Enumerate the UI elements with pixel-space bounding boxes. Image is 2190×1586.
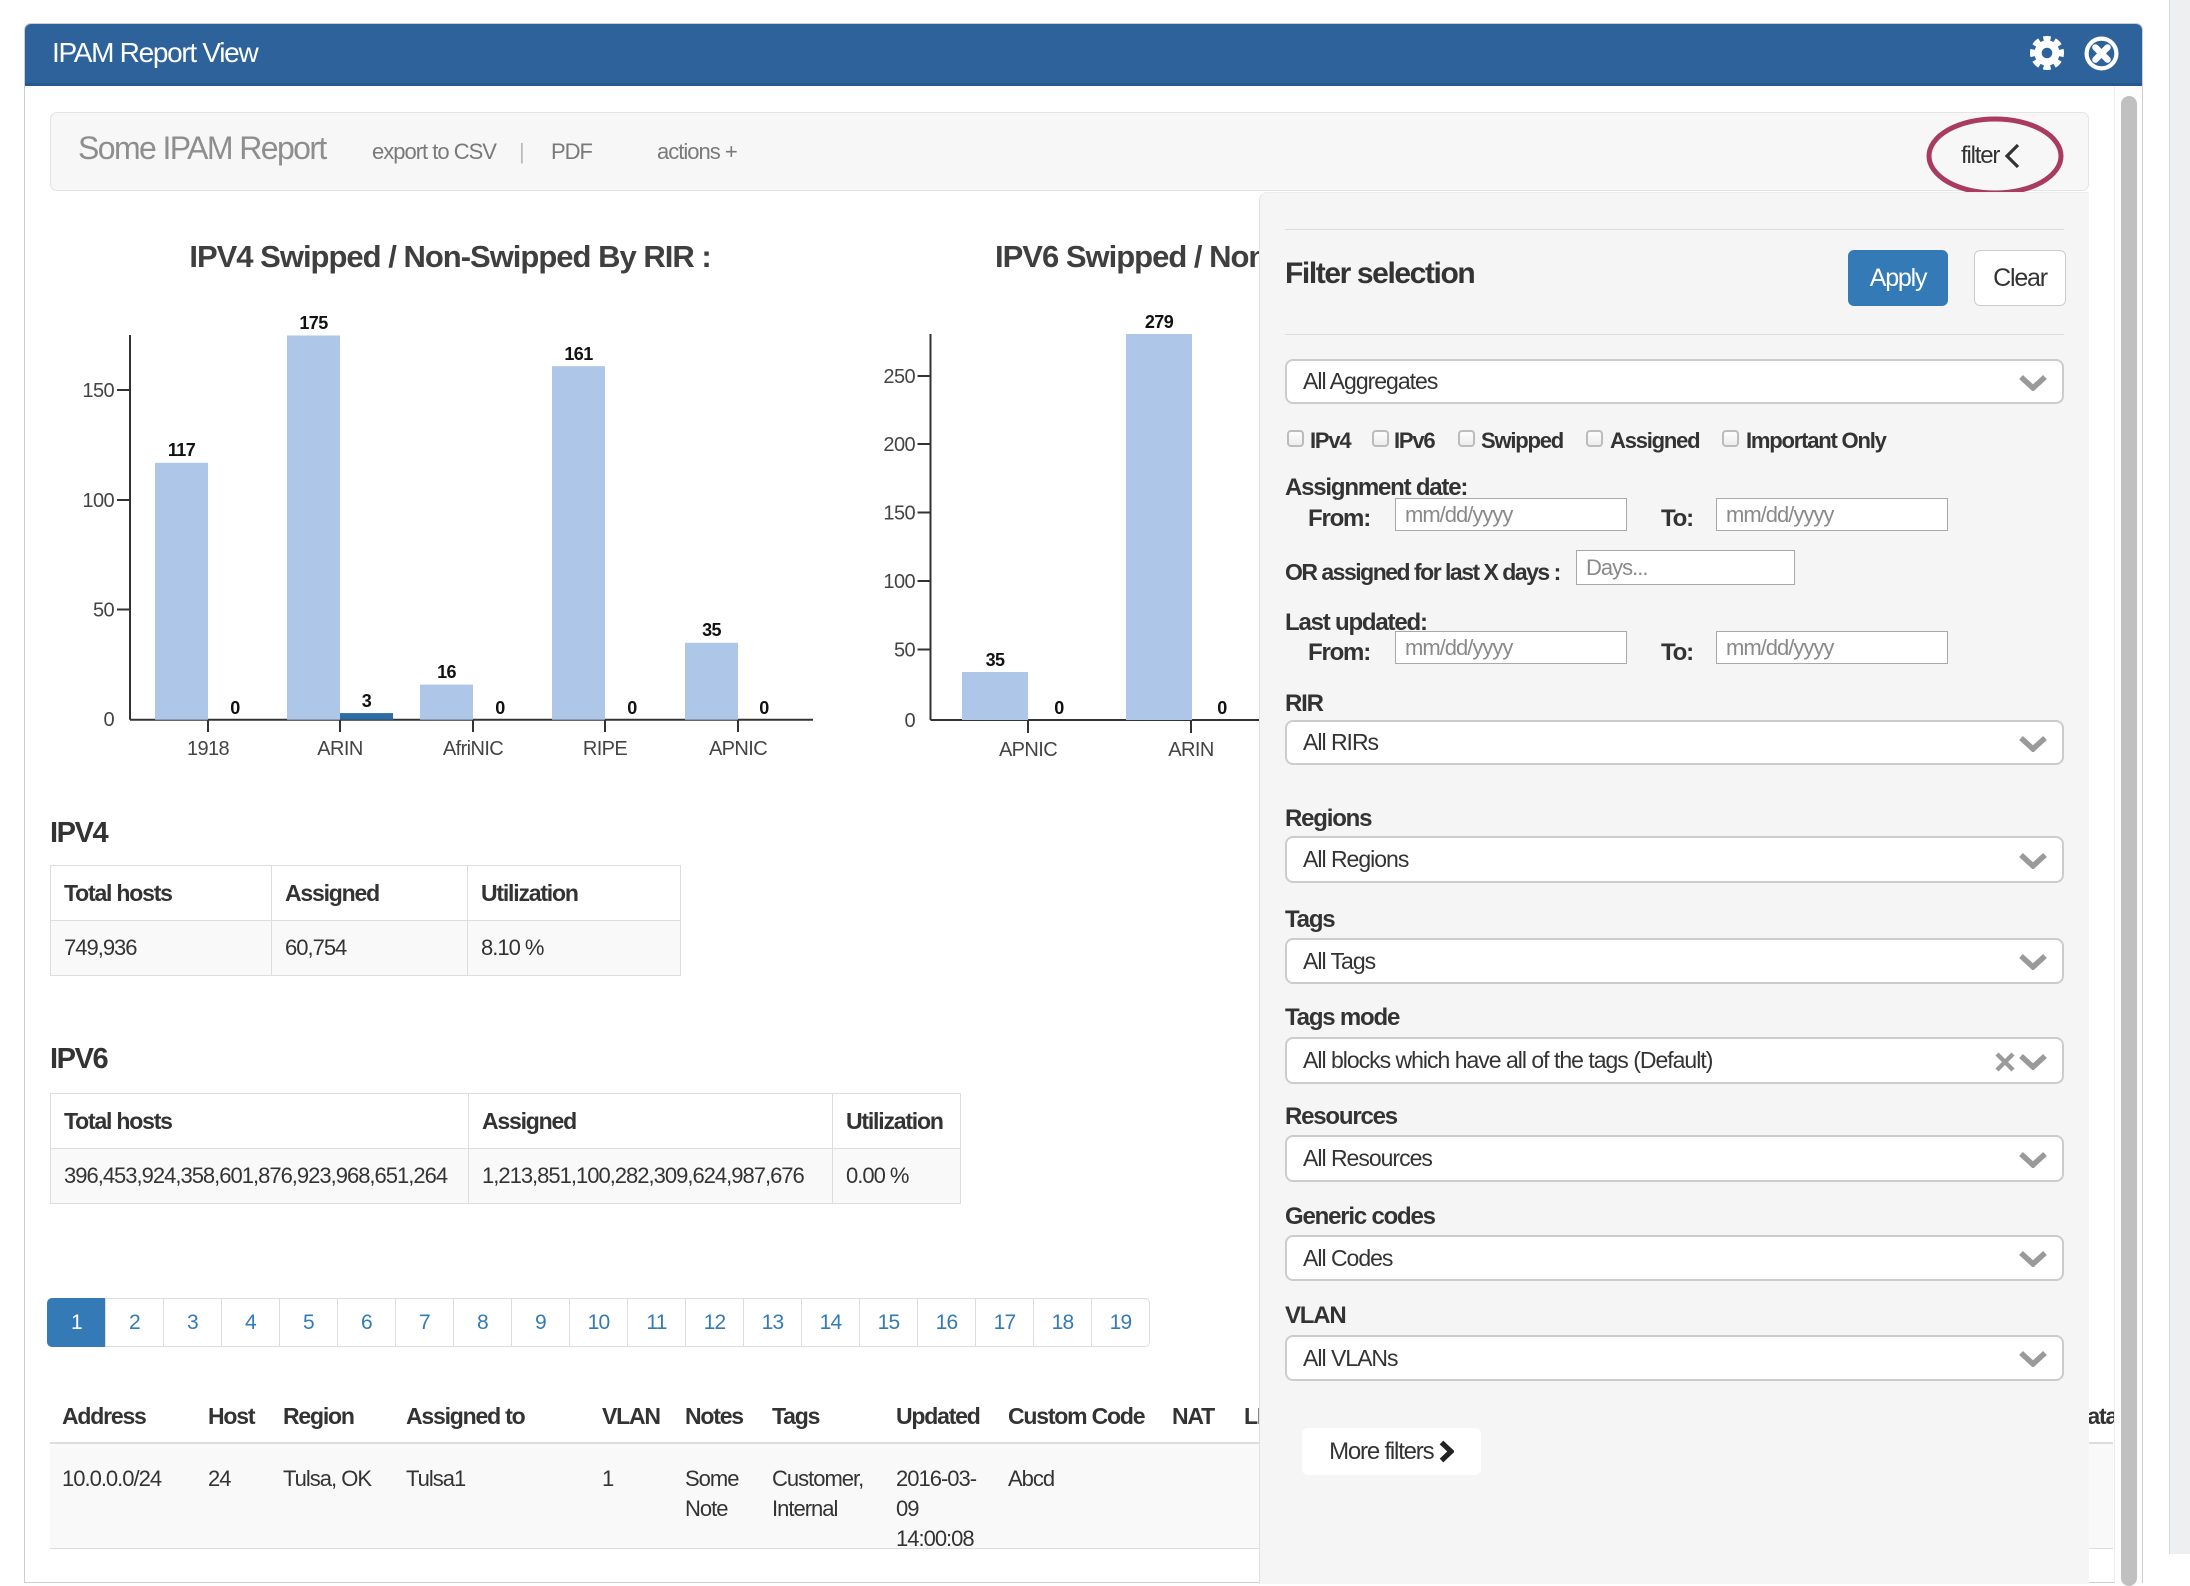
svg-text:0: 0 <box>904 710 915 732</box>
svg-text:1918: 1918 <box>187 738 230 760</box>
svg-text:100: 100 <box>883 571 915 593</box>
svg-text:50: 50 <box>93 600 115 622</box>
svg-text:0: 0 <box>759 698 769 718</box>
svg-text:ARIN: ARIN <box>1168 739 1213 761</box>
svg-text:0: 0 <box>1217 698 1227 718</box>
svg-text:117: 117 <box>168 440 196 460</box>
svg-text:0: 0 <box>103 709 114 731</box>
svg-text:161: 161 <box>564 344 593 364</box>
svg-text:279: 279 <box>1145 312 1174 332</box>
svg-text:0: 0 <box>1054 698 1064 718</box>
svg-text:AfriNIC: AfriNIC <box>443 738 503 760</box>
svg-text:IPV4 Swipped / Non-Swipped By: IPV4 Swipped / Non-Swipped By RIR : <box>189 239 710 274</box>
svg-text:35: 35 <box>986 650 1005 670</box>
svg-text:175: 175 <box>299 313 328 333</box>
svg-text:IPV6 Swipped / Non-Swipped By: IPV6 Swipped / Non-Swipped By RIR : <box>995 239 1260 274</box>
svg-text:150: 150 <box>82 380 114 402</box>
svg-text:0: 0 <box>230 698 240 718</box>
svg-text:16: 16 <box>437 662 456 682</box>
svg-text:0: 0 <box>627 698 637 718</box>
svg-text:100: 100 <box>82 490 114 512</box>
svg-text:200: 200 <box>883 434 915 456</box>
svg-text:35: 35 <box>702 620 721 640</box>
svg-text:APNIC: APNIC <box>999 739 1057 761</box>
svg-text:150: 150 <box>883 503 915 525</box>
svg-text:ARIN: ARIN <box>317 738 362 760</box>
svg-text:0: 0 <box>495 698 505 718</box>
svg-text:3: 3 <box>362 691 372 711</box>
svg-text:50: 50 <box>894 640 916 662</box>
svg-text:250: 250 <box>883 366 915 388</box>
svg-text:RIPE: RIPE <box>583 738 628 760</box>
svg-text:APNIC: APNIC <box>709 738 767 760</box>
